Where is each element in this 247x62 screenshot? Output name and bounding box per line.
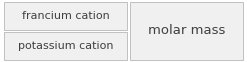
FancyBboxPatch shape: [4, 32, 127, 60]
Text: potassium cation: potassium cation: [18, 41, 113, 51]
Text: francium cation: francium cation: [22, 11, 110, 21]
FancyBboxPatch shape: [130, 2, 243, 60]
Text: molar mass: molar mass: [148, 24, 225, 38]
FancyBboxPatch shape: [4, 2, 127, 30]
